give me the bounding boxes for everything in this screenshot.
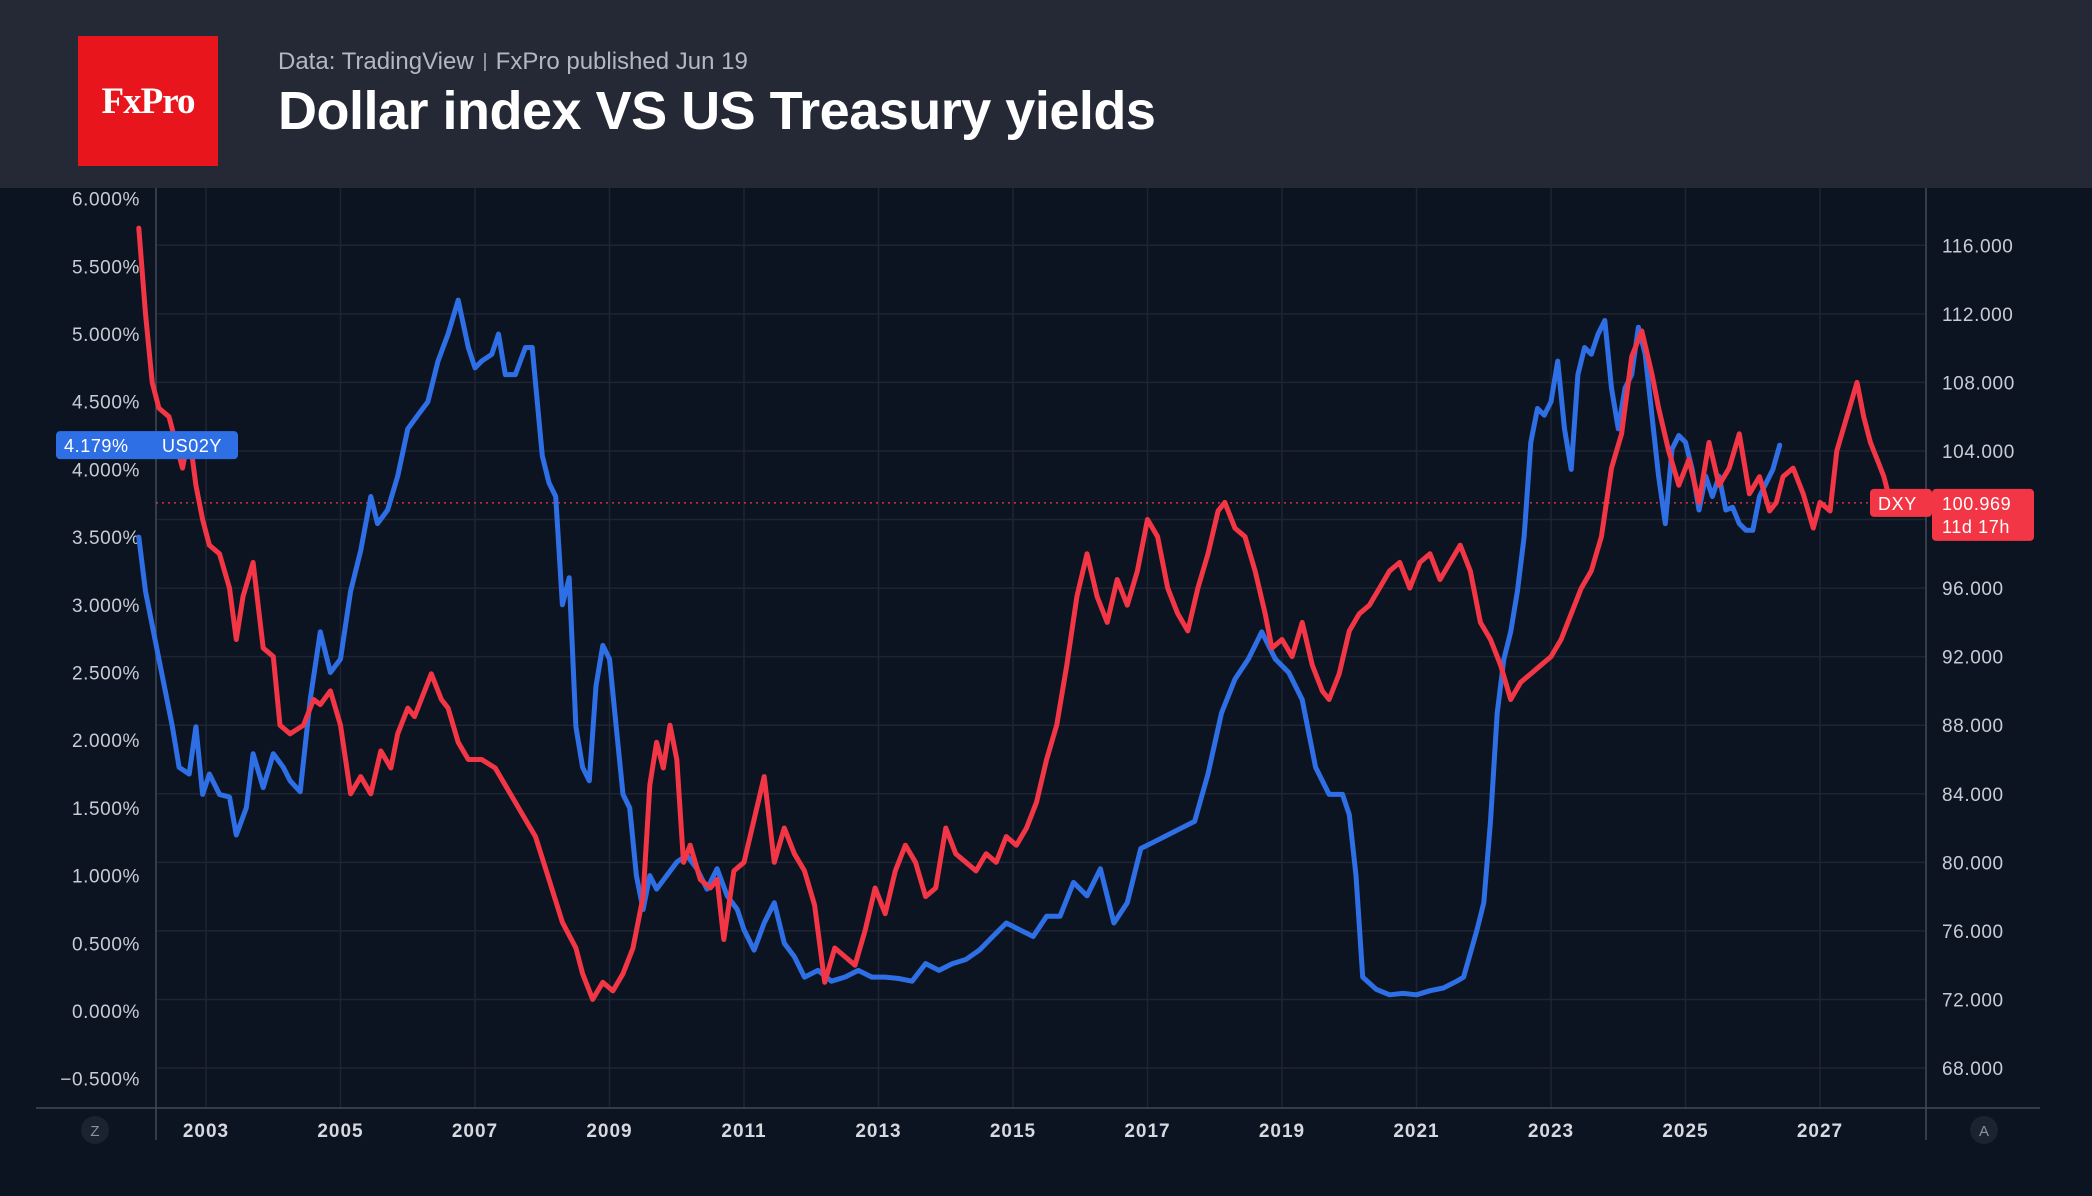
series-line-us02y: [136, 297, 1783, 998]
left-tick-label: 5.500%: [72, 257, 140, 278]
x-axis-ticks: 2003 2005 2007 2009 2011 2013 2015 2017 2019 2021…: [183, 1121, 1843, 1142]
left-tick-label: 1.500%: [72, 799, 140, 820]
left-tick-label: 5.000%: [72, 325, 140, 346]
left-tick-label: −0.500%: [60, 1070, 140, 1091]
left-tick-label: 4.000%: [72, 460, 140, 481]
x-tick-label: 2003: [183, 1121, 229, 1142]
left-tick-label: 2.000%: [72, 731, 140, 752]
left-tick-label: 3.000%: [72, 596, 140, 617]
right-tick-label: 112.000: [1942, 305, 2013, 326]
meta-separator: [483, 53, 486, 71]
x-tick-label: 2017: [1124, 1121, 1170, 1142]
fxpro-logo: FxPro: [78, 36, 218, 166]
x-tick-label: 2023: [1528, 1121, 1574, 1142]
right-tick-label: 84.000: [1942, 785, 2004, 806]
left-tick-label: 0.000%: [72, 1002, 140, 1023]
us02y-last-value: 4.179%: [64, 436, 129, 456]
dxy-value-tag-background: [1932, 488, 2034, 541]
right-tick-label: 104.000: [1942, 442, 2015, 463]
x-tick-label: 2005: [317, 1121, 363, 1142]
dxy-countdown: 11d 17h: [1942, 517, 2010, 537]
left-tick-label: 1.000%: [72, 867, 140, 888]
right-tick-label: 72.000: [1942, 990, 2004, 1011]
left-axis-ticks: 6.000% 5.500% 5.000% 4.500% 4.000% 3.500% 3.00…: [60, 190, 140, 1091]
publication-meta: Data: TradingView FxPro published Jun 19: [278, 48, 748, 76]
grid: [156, 188, 1926, 1108]
x-tick-label: 2027: [1797, 1121, 1843, 1142]
x-tick-label: 2011: [721, 1121, 766, 1142]
x-tick-label: 2009: [586, 1121, 632, 1142]
right-tick-label: 68.000: [1942, 1059, 2004, 1080]
data-source-label: Data: TradingView: [278, 48, 474, 75]
right-tick-label: 80.000: [1942, 853, 2004, 874]
x-tick-label: 2007: [452, 1121, 498, 1142]
dxy-series-name: DXY: [1878, 494, 1917, 514]
corner-z-label: Z: [90, 1123, 99, 1140]
left-tick-label: 4.500%: [72, 393, 140, 414]
x-tick-label: 2019: [1259, 1121, 1305, 1142]
right-tick-label: 92.000: [1942, 648, 2004, 669]
dxy-last-value: 100.969: [1942, 494, 2011, 514]
chart-area[interactable]: 6.000% 5.500% 5.000% 4.500% 4.000% 3.500% 3.00…: [0, 188, 2092, 1196]
corner-a-label: A: [1979, 1123, 1989, 1140]
left-tick-label: 3.500%: [72, 528, 140, 549]
corner-z-button[interactable]: Z: [81, 1116, 109, 1144]
right-tick-label: 108.000: [1942, 373, 2015, 394]
right-tick-label: 76.000: [1942, 922, 2004, 943]
corner-a-button[interactable]: A: [1970, 1116, 1998, 1144]
right-axis-ticks: 120.000116.000112.000108.000104.000100.0…: [1942, 188, 2015, 1080]
x-tick-label: 2015: [990, 1121, 1036, 1142]
x-tick-label: 2013: [855, 1121, 901, 1142]
dxy-name-tag-background: [1870, 488, 1932, 517]
right-tick-label: 96.000: [1942, 579, 2004, 600]
x-tick-label: 2025: [1662, 1121, 1708, 1142]
axes: [36, 188, 2040, 1140]
left-tick-label: 2.500%: [72, 664, 140, 685]
left-tick-label: 0.500%: [72, 934, 140, 955]
x-tick-label: 2021: [1393, 1121, 1439, 1142]
right-tick-label: 116.000: [1942, 236, 2013, 257]
left-tick-label: 6.000%: [72, 190, 140, 211]
header-bar: FxPro Data: TradingView FxPro published …: [0, 0, 2092, 188]
published-label: FxPro published Jun 19: [495, 48, 748, 75]
chart-title: Dollar index VS US Treasury yields: [278, 81, 1156, 141]
right-tick-label: 88.000: [1942, 716, 2004, 737]
series-line-dxy: [136, 225, 1894, 1002]
price-tags: 4.179% US02Y DXY 100.969 11d 17h: [56, 431, 2034, 541]
us02y-series-name: US02Y: [162, 436, 222, 456]
us02y-tag-background: [56, 431, 238, 460]
series-lines: [136, 225, 1901, 1002]
right-tick-label: 120.000: [1942, 188, 2015, 189]
